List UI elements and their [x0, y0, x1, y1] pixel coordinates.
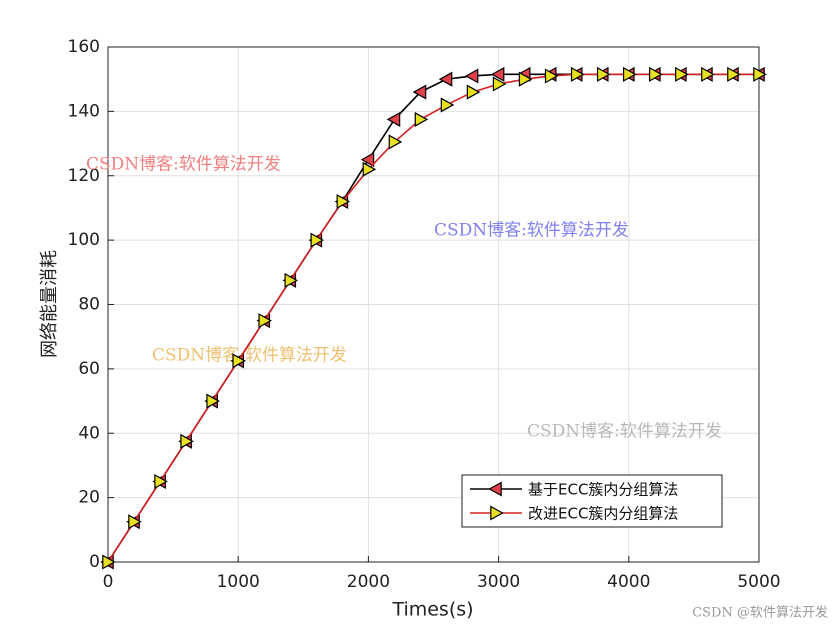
- axes-box: [107, 46, 760, 563]
- marker: [675, 66, 689, 82]
- marker: [284, 272, 299, 288]
- marker: [154, 474, 168, 490]
- y-tick-label: 20: [78, 488, 100, 508]
- y-tick-label: 40: [78, 423, 100, 443]
- x-axis-label: Times(s): [391, 599, 473, 621]
- legend-marker: [490, 505, 504, 521]
- y-tick-label: 140: [68, 101, 100, 121]
- marker: [440, 97, 455, 113]
- marker: [414, 111, 429, 127]
- y-tick-label: 80: [78, 295, 100, 315]
- y-tick-label: 100: [68, 230, 100, 250]
- marker: [570, 66, 585, 82]
- marker: [701, 66, 715, 82]
- marker: [649, 66, 663, 82]
- marker: [518, 71, 533, 87]
- marker: [753, 66, 767, 82]
- watermark: CSDN博客:软件算法开发: [434, 221, 629, 241]
- y-tick-label: 60: [78, 359, 100, 379]
- marker: [232, 353, 246, 369]
- marker: [544, 68, 559, 84]
- marker: [492, 76, 507, 92]
- marker: [360, 152, 375, 168]
- legend-label: 改进ECC簇内分组算法: [528, 505, 678, 523]
- watermark: CSDN博客:软件算法开发: [527, 422, 722, 442]
- y-tick-label: 160: [68, 37, 100, 57]
- marker: [622, 66, 637, 82]
- x-tick-label: 3000: [477, 572, 520, 592]
- y-axis-label: 网络能量消耗: [39, 250, 60, 358]
- x-tick-label: 5000: [737, 572, 780, 592]
- marker: [727, 66, 741, 82]
- watermark: CSDN博客:软件算法开发: [86, 155, 281, 175]
- marker: [336, 193, 351, 210]
- marker: [466, 84, 481, 100]
- marker: [310, 232, 325, 248]
- x-tick-label: 4000: [607, 572, 650, 592]
- marker: [438, 71, 453, 87]
- marker: [412, 84, 427, 100]
- marker: [386, 111, 401, 127]
- marker: [464, 68, 479, 84]
- y-tick-label: 0: [89, 552, 100, 572]
- legend-label: 基于ECC簇内分组算法: [528, 481, 678, 499]
- x-tick-label: 0: [103, 572, 114, 592]
- marker: [362, 161, 377, 177]
- x-tick-label: 2000: [347, 572, 390, 592]
- marker: [258, 313, 272, 329]
- marker: [596, 66, 611, 82]
- marker: [388, 134, 403, 150]
- marker: [490, 66, 505, 82]
- watermark: CSDN博客:软件算法开发: [152, 346, 347, 366]
- watermark: CSDN @软件算法开发: [692, 605, 828, 621]
- legend-marker: [488, 481, 502, 497]
- marker: [128, 514, 142, 530]
- marker: [180, 433, 194, 449]
- series: [102, 66, 767, 570]
- y-tick-label: 120: [68, 166, 100, 186]
- legend-box: [461, 474, 723, 528]
- x-tick-label: 1000: [217, 572, 260, 592]
- marker: [206, 393, 220, 409]
- marker: [102, 554, 116, 570]
